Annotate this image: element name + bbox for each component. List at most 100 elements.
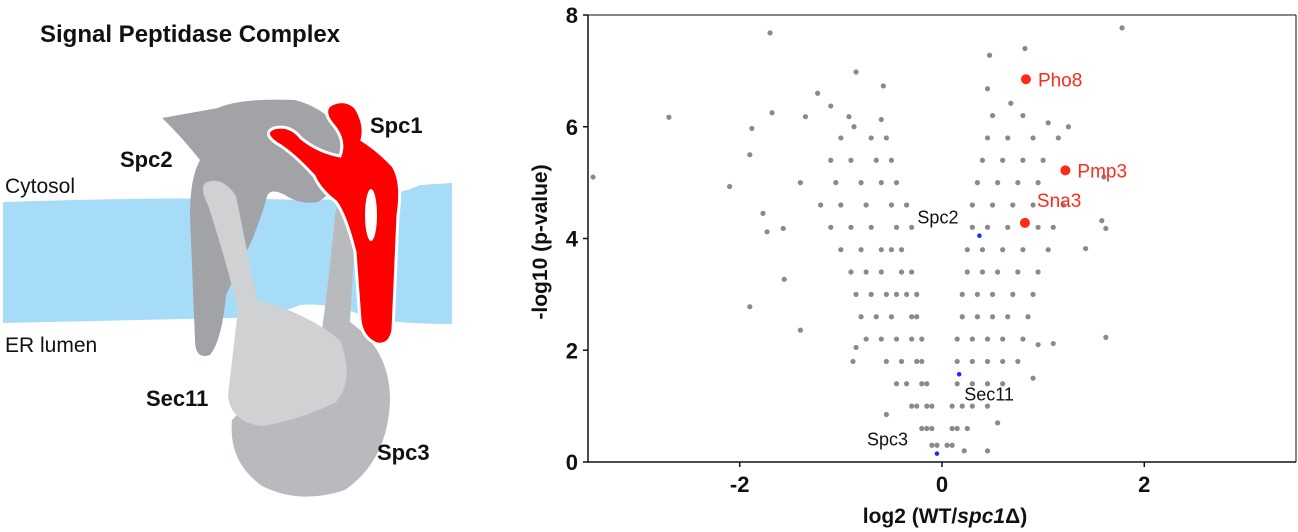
data-point — [914, 358, 920, 365]
data-point — [878, 180, 884, 186]
data-point — [909, 314, 915, 320]
data-point — [989, 112, 996, 119]
data-point — [974, 291, 981, 297]
data-point — [1065, 124, 1072, 130]
data-point — [747, 304, 753, 310]
data-point — [1005, 314, 1011, 320]
data-point — [1000, 381, 1006, 387]
data-point — [969, 381, 975, 387]
data-point — [858, 314, 864, 320]
data-point — [893, 381, 900, 387]
data-point — [989, 291, 996, 297]
data-point — [929, 403, 935, 409]
data-point — [979, 247, 986, 253]
data-point — [1030, 135, 1036, 141]
data-point — [851, 124, 857, 130]
highlighted-label: Pho8 — [1038, 70, 1082, 91]
data-point — [924, 381, 930, 387]
data-point — [1015, 358, 1021, 365]
highlighted-label: Sna3 — [1037, 191, 1081, 212]
data-point — [727, 183, 733, 190]
data-point — [769, 110, 775, 116]
data-point — [1050, 224, 1056, 230]
data-point — [868, 135, 874, 141]
data-point — [878, 247, 884, 253]
data-point — [883, 358, 889, 365]
axes-layer: 0 2 4 6 8 -2 0 2 — [566, 3, 1297, 497]
data-point — [853, 291, 859, 297]
data-point — [898, 269, 905, 275]
data-point — [909, 336, 915, 342]
data-point — [893, 291, 900, 297]
highlighted-label: Pmp3 — [1077, 161, 1127, 182]
x-tick-label: 2 — [1138, 472, 1150, 497]
y-tick-label: 8 — [566, 3, 578, 28]
data-point — [749, 125, 755, 132]
data-point — [863, 202, 869, 208]
data-point — [888, 247, 895, 253]
data-point — [1010, 202, 1016, 208]
data-point — [828, 103, 834, 109]
data-point — [797, 180, 804, 186]
data-point — [959, 403, 965, 409]
label-er-lumen: ER lumen — [5, 334, 97, 357]
data-point — [954, 336, 960, 342]
label-spc1: Spc1 — [370, 113, 423, 138]
data-point — [893, 180, 900, 186]
data-point — [929, 442, 935, 448]
data-point — [924, 403, 930, 409]
y-axis-label: -log10 (p-value) — [529, 164, 552, 319]
highlighted-point — [1020, 74, 1031, 85]
data-point — [590, 174, 596, 180]
data-point — [883, 291, 889, 297]
data-point — [893, 336, 900, 342]
data-point — [969, 224, 975, 230]
data-point — [1050, 340, 1056, 347]
x-tick-label: -2 — [730, 472, 750, 497]
label-spc3: Spc3 — [377, 440, 430, 465]
data-point — [949, 403, 955, 409]
data-point — [797, 327, 804, 333]
data-point — [969, 202, 975, 208]
x-axis-label-italic: spc1 — [957, 505, 1005, 528]
data-point — [979, 269, 986, 275]
data-point — [846, 114, 852, 120]
data-point — [898, 358, 905, 365]
data-point — [984, 135, 991, 141]
data-point — [1045, 120, 1051, 126]
data-point — [1035, 342, 1041, 348]
highlighted-point — [1019, 217, 1030, 228]
data-point — [986, 52, 993, 58]
data-point — [1040, 157, 1046, 163]
data-point — [828, 224, 834, 230]
data-point — [848, 224, 854, 230]
signal-peptidase-diagram: Signal Peptidase Complex Spc1 Spc2 Cytos… — [3, 21, 452, 497]
data-point — [1030, 202, 1036, 208]
data-point — [984, 381, 991, 387]
data-point — [909, 224, 915, 230]
spc1-subunit — [267, 100, 402, 346]
data-point — [909, 403, 915, 409]
data-point — [893, 224, 900, 230]
data-point — [1045, 247, 1051, 253]
data-point — [1015, 180, 1021, 186]
label-sec11: Sec11 — [146, 386, 208, 411]
data-point — [781, 276, 787, 282]
data-point — [873, 314, 879, 320]
x-tick-label: 0 — [936, 472, 948, 497]
subunit-label: Spc3 — [867, 430, 908, 450]
data-point — [904, 381, 910, 387]
data-point — [954, 358, 960, 365]
data-point — [1119, 25, 1125, 31]
data-point — [1020, 157, 1026, 163]
data-point — [878, 336, 884, 342]
y-tick-label: 0 — [566, 450, 578, 475]
subunit-label: Sec11 — [964, 384, 1014, 404]
data-point — [1025, 314, 1031, 320]
data-point — [1022, 45, 1028, 52]
data-point — [760, 210, 766, 216]
data-point — [1000, 157, 1006, 163]
data-point — [984, 448, 991, 454]
data-point — [863, 336, 869, 342]
data-point — [863, 269, 869, 275]
